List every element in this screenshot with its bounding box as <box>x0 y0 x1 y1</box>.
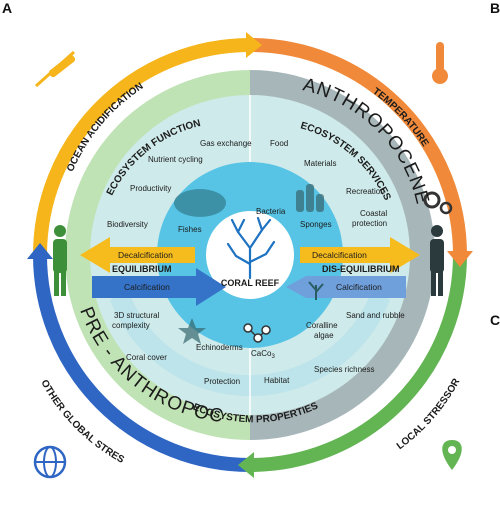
sponges-icon <box>296 184 324 212</box>
echinoderms-label: Echinoderms <box>196 343 243 352</box>
ring-arrowhead-left <box>27 243 53 259</box>
bacteria-label: Bacteria <box>256 207 286 216</box>
globe-icon <box>33 445 67 479</box>
molecule-icon <box>243 323 271 343</box>
habitat-label: Habitat <box>264 376 290 385</box>
coralline-algae-icon <box>308 281 324 300</box>
coral-cover-label: Coral cover <box>126 353 167 362</box>
ring-arrowhead-right <box>447 251 473 267</box>
nutrient-cycling-label: Nutrient cycling <box>148 155 203 164</box>
fishes-label: Fishes <box>178 225 202 234</box>
coastal-protection-label: Coastal protection <box>352 209 387 228</box>
person-right-icon <box>430 225 444 296</box>
panel-label-b: B <box>490 0 500 16</box>
ocean-acidification-ring <box>33 38 251 256</box>
protection-label: Protection <box>204 377 240 386</box>
gear-icon <box>423 191 453 215</box>
decalcification-arrow-right <box>300 237 420 273</box>
food-label: Food <box>270 139 288 148</box>
test-tube-icon <box>34 50 76 88</box>
ecosystem-properties-band <box>110 290 390 397</box>
decalcification-arrow-left <box>80 237 195 273</box>
temperature-ring <box>249 38 467 256</box>
biodiversity-label: Biodiversity <box>107 220 148 229</box>
materials-label: Materials <box>304 159 336 168</box>
fish-icon <box>174 189 226 217</box>
local-stressors-ring <box>249 254 467 472</box>
location-pin-icon <box>442 440 462 470</box>
coralline-algae-label: Coralline algae <box>306 321 338 340</box>
calcification-right-label: Calcification <box>336 282 382 292</box>
starfish-icon <box>178 318 206 344</box>
gas-exchange-label: Gas exchange <box>200 139 252 148</box>
ring-arrowhead-bottom <box>238 452 254 478</box>
recreation-label: Recreation <box>346 187 385 196</box>
sponges-label: Sponges <box>300 220 332 229</box>
equilibrium-label: EQUILIBRIUM <box>112 264 172 274</box>
coral-reef-label: CORAL REEF <box>221 278 280 288</box>
decalcification-left-label: Decalcification <box>118 250 173 260</box>
coral-icon <box>226 216 276 280</box>
global-stressors-ring <box>33 254 251 472</box>
calcification-left-label: Calcification <box>124 282 170 292</box>
thermometer-icon <box>432 42 448 84</box>
panel-label-c: C <box>490 312 500 328</box>
person-left-icon <box>53 225 67 296</box>
structural-complexity-label: 3D structural complexity <box>112 311 160 330</box>
productivity-label: Productivity <box>130 184 171 193</box>
panel-label-a: A <box>2 0 13 16</box>
calcification-arrow-left <box>92 268 226 306</box>
ring-arrowhead-top <box>246 32 262 58</box>
decalcification-right-label: Decalcification <box>312 250 367 260</box>
species-richness-label: Species richness <box>314 365 374 374</box>
caco3-label: CaCo3 <box>251 349 275 360</box>
sand-and-rubble-label: Sand and rubble <box>346 311 405 320</box>
dis-equilibrium-label: DIS-EQUILIBRIUM <box>322 264 400 274</box>
